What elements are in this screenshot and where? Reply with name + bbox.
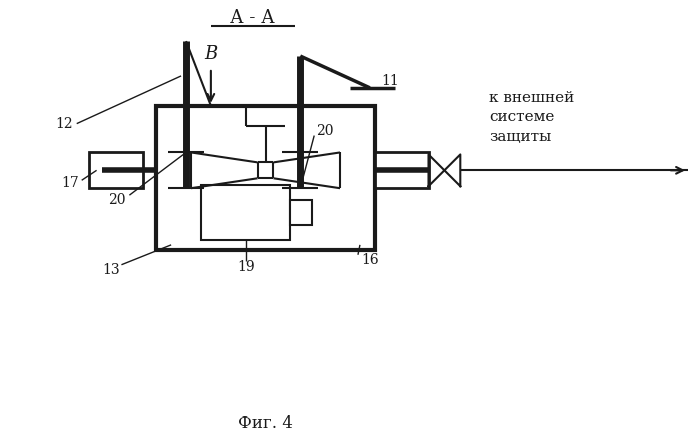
Bar: [375, 153, 429, 188]
Text: 16: 16: [361, 253, 379, 267]
Text: В: В: [204, 45, 217, 63]
Text: 19: 19: [237, 260, 254, 274]
Text: 13: 13: [103, 263, 120, 277]
Text: А - А: А - А: [230, 9, 275, 27]
Bar: [201, 185, 290, 240]
Text: 17: 17: [61, 176, 78, 190]
Bar: [89, 153, 143, 188]
Text: Фиг. 4: Фиг. 4: [238, 415, 293, 432]
Bar: [290, 200, 312, 225]
Text: 12: 12: [55, 117, 73, 131]
Text: 20: 20: [317, 124, 334, 138]
Bar: [156, 106, 375, 250]
Text: 11: 11: [381, 74, 398, 88]
Text: 20: 20: [108, 193, 125, 207]
Text: к внешней
системе
защиты: к внешней системе защиты: [489, 91, 575, 144]
